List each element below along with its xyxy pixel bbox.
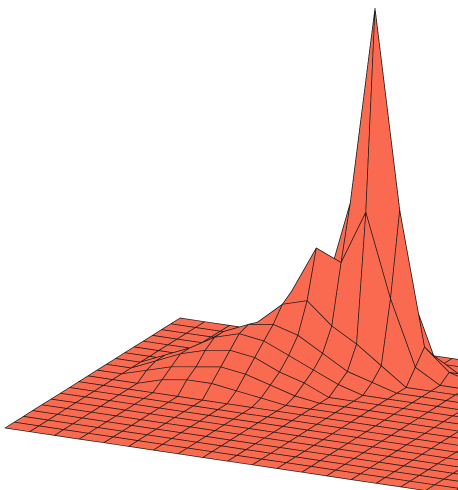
- surface-chart: [0, 0, 458, 490]
